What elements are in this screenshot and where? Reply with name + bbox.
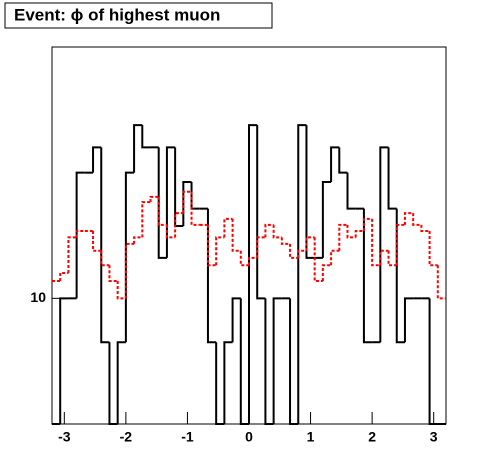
- histogram-bin: [420, 224, 430, 232]
- histogram-bin: [149, 195, 159, 203]
- histogram-bin: [67, 236, 77, 273]
- histogram-bin: [182, 180, 192, 227]
- histogram-bin: [165, 224, 176, 239]
- histogram-bin: [124, 242, 135, 299]
- histogram-bin: [412, 213, 422, 226]
- histogram-bin: [75, 171, 85, 299]
- histogram-bin: [75, 229, 85, 238]
- histogram-bin: [116, 341, 126, 424]
- histogram-bin: [264, 298, 274, 425]
- histogram-bin: [436, 265, 446, 300]
- histogram-bin: [428, 298, 438, 425]
- histogram-bin: [248, 256, 258, 266]
- histogram-bin: [59, 297, 69, 424]
- histogram-bin: [321, 264, 332, 282]
- histogram-bin: [206, 208, 217, 344]
- histogram-bin: [305, 125, 315, 259]
- histogram-bin: [206, 224, 217, 267]
- histogram-bin: [387, 147, 397, 210]
- histogram-bin: [59, 271, 69, 282]
- histogram-bin: [223, 341, 233, 424]
- histogram-bin: [362, 217, 373, 231]
- histogram-bin: [133, 124, 143, 173]
- x-tick-label: 3: [430, 429, 438, 445]
- histogram-bin: [280, 237, 291, 245]
- histogram-bin: [321, 180, 332, 258]
- histogram-bin: [330, 146, 340, 182]
- histogram-bin: [313, 237, 323, 283]
- histogram-bin: [92, 146, 102, 173]
- histogram-bin: [231, 297, 241, 343]
- histogram-bin: [174, 147, 184, 228]
- histogram-bin: [272, 297, 282, 424]
- histogram-bin: [256, 236, 266, 258]
- histogram-bin: [289, 298, 299, 425]
- histogram-bin: [297, 124, 307, 424]
- x-tick-label: -2: [120, 429, 133, 445]
- histogram-bin: [215, 342, 225, 425]
- y-tick-label: 10: [30, 289, 46, 305]
- histogram-bin: [190, 191, 200, 226]
- histogram-bin: [116, 281, 126, 300]
- histogram-bin: [133, 236, 143, 244]
- histogram-bin: [264, 223, 274, 238]
- histogram-bin: [190, 181, 200, 210]
- histogram-bin: [297, 249, 307, 258]
- histogram-bin: [289, 243, 299, 259]
- histogram-bin: [403, 297, 414, 343]
- histogram-bin: [354, 229, 364, 238]
- histogram-bin: [272, 224, 282, 239]
- histogram-bin: [231, 218, 241, 252]
- histogram-bin: [141, 201, 151, 238]
- histogram-bin: [395, 223, 405, 266]
- x-tick-label: -1: [181, 429, 194, 445]
- histogram-bin: [215, 236, 225, 266]
- histogram-bin: [182, 190, 192, 214]
- histogram-bin: [92, 230, 102, 252]
- histogram-bin: [165, 146, 176, 258]
- x-tick-label: -3: [58, 429, 71, 445]
- histogram-bin: [108, 265, 118, 283]
- histogram-bin: [362, 208, 373, 344]
- histogram-bin: [346, 172, 356, 210]
- histogram-bin: [371, 218, 381, 267]
- histogram-bin: [330, 249, 340, 266]
- histogram-bin: [157, 196, 167, 226]
- histogram-bin: [395, 208, 405, 344]
- histogram-bin: [141, 125, 151, 149]
- histogram-bin: [428, 230, 438, 267]
- histogram-bin: [239, 298, 249, 425]
- chart-title: Event: ϕ of highest muon: [14, 5, 220, 24]
- histogram-bin: [338, 223, 348, 251]
- histogram-bin: [403, 212, 414, 225]
- histogram-bin: [223, 217, 233, 238]
- histogram-bin: [387, 250, 397, 267]
- x-tick-label: 1: [307, 429, 315, 445]
- histogram-bin: [157, 147, 167, 259]
- histogram-bin: [379, 249, 389, 266]
- histogram-bin: [100, 147, 110, 344]
- histogram-bin: [124, 171, 135, 343]
- histogram-bin: [379, 146, 389, 343]
- histogram-bin: [305, 236, 315, 251]
- x-tick-label: 0: [245, 429, 253, 445]
- histogram-bin: [108, 342, 118, 425]
- histogram-bin: [239, 250, 249, 267]
- title-box: [4, 2, 273, 29]
- histogram-bin: [338, 147, 348, 174]
- histogram-bin: [100, 250, 110, 267]
- histogram-bin: [256, 125, 266, 300]
- histogram-bin: [248, 124, 258, 424]
- histogram-bin: [346, 224, 356, 239]
- x-tick-label: 2: [368, 429, 376, 445]
